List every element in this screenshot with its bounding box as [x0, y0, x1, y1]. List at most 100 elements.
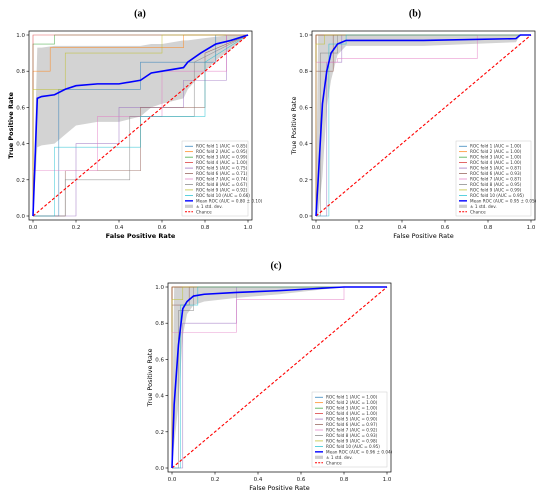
y-tick-label: 1.0 [155, 285, 164, 291]
x-tick-label: 0.0 [29, 225, 38, 231]
y-axis-label: True Positive Rate [7, 92, 15, 159]
y-tick-label: 0.2 [16, 178, 25, 184]
roc-fold-10-line [33, 34, 249, 217]
y-tick-label: 0.6 [155, 357, 164, 363]
legend-entry-label: ROC fold 7 (AUC = 0.74) [196, 177, 248, 182]
legend-entry-label: ROC fold 6 (AUC = 0.97) [326, 422, 378, 427]
legend-entry-label: ROC fold 8 (AUC = 0.95) [470, 182, 522, 187]
x-tick-label: 0.2 [355, 225, 364, 231]
x-tick-label: 0.8 [340, 477, 349, 483]
y-tick-label: 0.2 [299, 178, 308, 184]
legend-entry-label: ROC fold 8 (AUC = 0.67) [196, 182, 248, 187]
legend-entry-label: Mean ROC (AUC = 0.95 ± 0.05) [470, 198, 537, 203]
chance-line [315, 34, 532, 217]
y-tick-label: 0.8 [16, 69, 25, 75]
legend-entry-label: ROC fold 4 (AUC = 1.00) [470, 160, 522, 165]
y-tick-label: 0.0 [16, 214, 25, 220]
legend-entry-label: ROC fold 6 (AUC = 0.71) [196, 171, 248, 176]
mean-roc-line [315, 34, 531, 217]
legend-entry-label: Chance [326, 460, 342, 465]
legend-swatch [315, 455, 323, 459]
roc-fold-10-line [172, 286, 387, 469]
legend-entry-label: ROC fold 9 (AUC = 0.99) [470, 187, 522, 192]
roc-panel-1: (a) 0.0 0.2 0.4 0.6 0.8 1.0 0.0 0.2 0.4 0.6 0.8 1.0 F… [7, 8, 263, 240]
x-tick-label: 0.4 [115, 225, 124, 231]
legend: ROC fold 1 (AUC = 1.00)ROC fold 2 (AUC =… [311, 391, 393, 468]
legend-swatch [459, 204, 467, 208]
legend-entry-label: ROC fold 5 (AUC = 0.87) [470, 166, 522, 171]
x-tick-label: 0.8 [484, 225, 493, 231]
legend: ROC fold 1 (AUC = 0.85)ROC fold 2 (AUC =… [181, 140, 263, 217]
y-tick-label: 0.4 [16, 142, 25, 148]
legend-entry-label: Chance [470, 209, 486, 214]
legend-entry-label: ROC fold 9 (AUC = 0.98) [326, 438, 378, 443]
y-tick-label: 0.8 [299, 69, 308, 75]
legend-entry-label: ± 1 std. dev. [326, 455, 353, 460]
y-tick-label: 0.2 [155, 430, 164, 436]
legend-entry-label: ROC fold 10 (AUC = 0.95) [326, 444, 380, 449]
x-axis-label: False Positive Rate [106, 232, 176, 240]
x-axis-label: False Positive Rate [249, 484, 309, 492]
legend-box [311, 391, 388, 468]
roc-panel-3: (c) 0.0 0.2 0.4 0.6 0.8 1.0 0.0 0.2 0.4 0.6 0.8 1.0 F… [146, 260, 393, 492]
x-tick-label: 0.6 [158, 225, 167, 231]
legend-swatch [185, 204, 193, 208]
x-tick-label: 1.0 [527, 225, 536, 231]
legend: ROC fold 1 (AUC = 1.00)ROC fold 2 (AUC =… [455, 140, 537, 217]
x-tick-label: 0.0 [312, 225, 321, 231]
y-tick-label: 0.8 [155, 321, 164, 327]
legend-entry-label: ROC fold 3 (AUC = 1.00) [326, 406, 378, 411]
chance-line [171, 286, 388, 469]
legend-entry-label: Mean ROC (AUC = 0.80 ± 0.10) [196, 198, 263, 203]
legend-box [181, 140, 249, 217]
chance-line [32, 34, 249, 217]
roc-panel-2: (b) 0.0 0.2 0.4 0.6 0.8 1.0 0.0 0.2 0.4 0.6 0.8 1.0 F… [290, 8, 537, 240]
x-tick-label: 1.0 [244, 225, 253, 231]
legend-entry-label: ± 1 std. dev. [196, 204, 223, 209]
legend-entry-label: ± 1 std. dev. [470, 204, 497, 209]
x-tick-label: 0.2 [211, 477, 220, 483]
roc-fold-8-line [33, 34, 249, 217]
legend-entry-label: ROC fold 3 (AUC = 0.99) [196, 155, 248, 160]
y-tick-label: 0.4 [155, 394, 164, 400]
legend-entry-label: Mean ROC (AUC = 0.96 ± 0.04) [326, 449, 393, 454]
legend-entry-label: ROC fold 8 (AUC = 0.93) [326, 433, 378, 438]
legend-entry-label: ROC fold 10 (AUC = 0.66) [196, 193, 250, 198]
y-axis-label: True Positive Rate [146, 349, 154, 408]
legend-entry-label: Chance [196, 209, 212, 214]
y-tick-label: 1.0 [16, 33, 25, 39]
y-tick-label: 0.6 [299, 105, 308, 111]
mean-roc-line [171, 286, 387, 469]
legend-entry-label: ROC fold 4 (AUC = 1.00) [196, 160, 248, 165]
legend-entry-label: ROC fold 9 (AUC = 0.92) [196, 187, 248, 192]
legend-box [455, 140, 532, 217]
legend-entry-label: ROC fold 7 (AUC = 0.87) [470, 177, 522, 182]
legend-entry-label: ROC fold 5 (AUC = 0.90) [326, 417, 378, 422]
roc-fold-9-line [32, 34, 248, 216]
x-tick-label: 0.2 [72, 225, 81, 231]
y-tick-label: 0.0 [155, 466, 164, 472]
x-tick-label: 0.0 [168, 477, 177, 483]
x-tick-label: 0.4 [254, 477, 263, 483]
panel-label: (b) [409, 8, 421, 19]
legend-entry-label: ROC fold 7 (AUC = 0.92) [326, 428, 378, 433]
mean-roc-line [32, 34, 249, 217]
roc-fold-1-line [33, 34, 248, 217]
legend-entry-label: ROC fold 2 (AUC = 0.95) [196, 149, 248, 154]
x-tick-label: 0.6 [297, 477, 306, 483]
legend-entry-label: ROC fold 1 (AUC = 1.00) [470, 144, 522, 149]
legend-entry-label: ROC fold 2 (AUC = 1.00) [326, 400, 378, 405]
legend-entry-label: ROC fold 1 (AUC = 0.85) [196, 144, 248, 149]
y-tick-label: 0.4 [299, 142, 308, 148]
x-tick-label: 0.4 [398, 225, 407, 231]
y-tick-label: 0.6 [16, 105, 25, 111]
legend-entry-label: ROC fold 6 (AUC = 0.93) [470, 171, 522, 176]
x-tick-label: 0.6 [441, 225, 450, 231]
y-tick-label: 1.0 [299, 33, 308, 39]
x-tick-label: 0.8 [201, 225, 210, 231]
x-tick-label: 1.0 [383, 477, 392, 483]
legend-entry-label: ROC fold 10 (AUC = 0.95) [470, 193, 524, 198]
panel-label: (a) [134, 8, 146, 19]
legend-entry-label: ROC fold 5 (AUC = 0.75) [196, 166, 248, 171]
